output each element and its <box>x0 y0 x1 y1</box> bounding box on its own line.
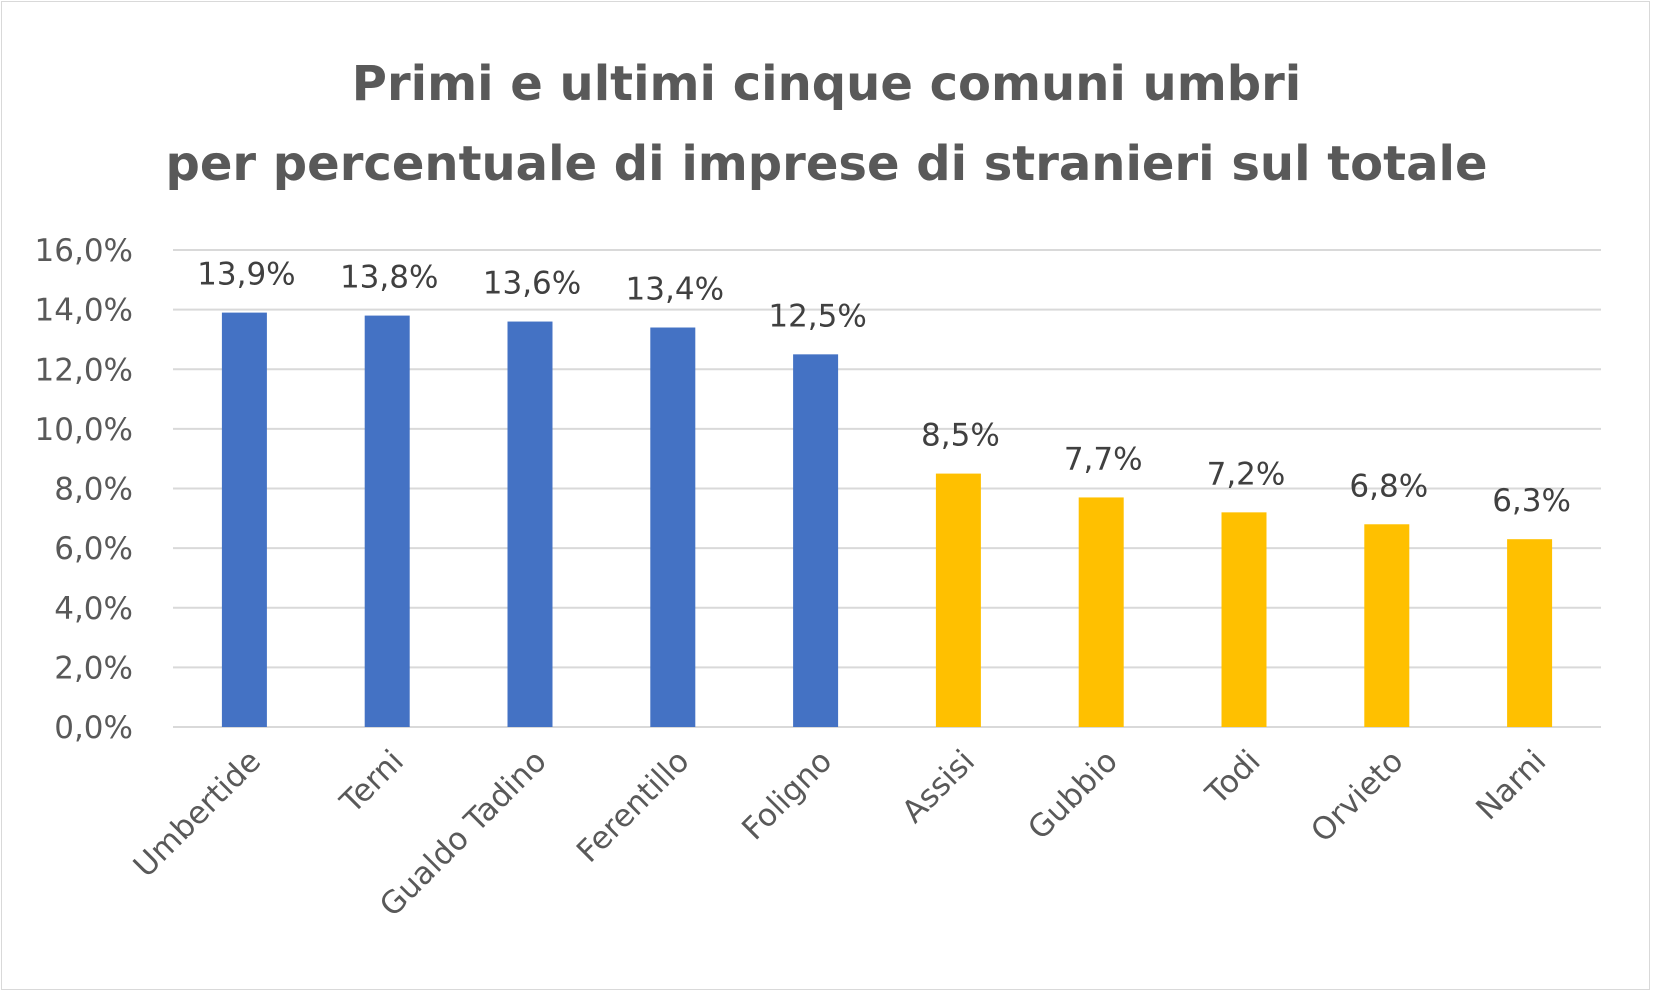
bar <box>1364 524 1410 727</box>
y-tick-label: 2,0% <box>54 650 133 686</box>
data-label: 7,2% <box>1207 456 1286 492</box>
chart-title-line-1: Primi e ultimi cinque comuni umbri <box>351 56 1302 112</box>
x-tick-label: Todi <box>1198 743 1267 812</box>
data-label: 13,6% <box>483 266 581 302</box>
y-tick-label: 0,0% <box>54 710 133 746</box>
data-label: 8,5% <box>921 418 1000 454</box>
x-tick-label: Umbertide <box>127 743 268 884</box>
bar <box>221 312 267 727</box>
x-tick-label: Terni <box>333 743 411 821</box>
x-tick-label: Assisi <box>895 743 982 830</box>
data-label: 13,9% <box>197 257 295 293</box>
bar <box>1221 512 1267 727</box>
bar <box>1507 539 1553 727</box>
bar <box>507 321 553 727</box>
bar <box>1078 497 1124 727</box>
bar <box>935 473 981 727</box>
y-tick-label: 4,0% <box>54 591 133 627</box>
y-tick-label: 14,0% <box>35 293 133 329</box>
y-tick-label: 10,0% <box>35 412 133 448</box>
x-tick-label: Narni <box>1469 743 1553 827</box>
data-label: 12,5% <box>768 298 866 334</box>
bar <box>364 315 410 727</box>
data-label: 13,8% <box>340 260 438 296</box>
y-tick-label: 16,0% <box>35 233 133 269</box>
x-tick-label: Orvieto <box>1304 743 1410 849</box>
x-tick-label: Foligno <box>735 743 839 847</box>
data-label: 6,3% <box>1492 483 1571 519</box>
data-label: 13,4% <box>626 272 724 308</box>
bar <box>793 354 839 727</box>
data-label: 6,8% <box>1349 468 1428 504</box>
bar <box>650 327 696 727</box>
x-tick-label: Gubbio <box>1021 743 1125 847</box>
y-tick-label: 8,0% <box>54 472 133 508</box>
y-tick-label: 6,0% <box>54 531 133 567</box>
x-tick-label: Ferentillo <box>570 743 697 870</box>
chart-title: Primi e ultimi cinque comuni umbri per p… <box>0 44 1653 204</box>
chart-title-line-2: per percentuale di imprese di stranieri … <box>165 136 1488 192</box>
y-tick-label: 12,0% <box>35 352 133 388</box>
data-label: 7,7% <box>1064 441 1143 477</box>
